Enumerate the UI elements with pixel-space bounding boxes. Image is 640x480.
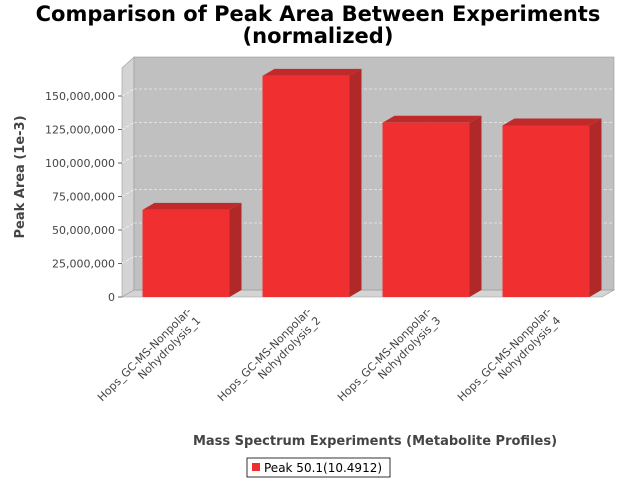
plot-left-wall [121, 56, 135, 298]
bar-side [229, 202, 242, 297]
legend-label: Peak 50.1(10.4912) [264, 461, 382, 475]
x-category-label: Hops_GC-MS-Nonpolar-Nohydrolysis_1 [95, 305, 203, 404]
x-category-label-line: Hops_GC-MS-Nonpolar- [215, 305, 314, 404]
y-axis-ticks: 0 25,000,000 50,000,000 75,000,000 100,000,0… [45, 90, 122, 304]
bar-top [142, 202, 242, 210]
bar-front [142, 209, 230, 297]
legend-swatch [252, 463, 260, 471]
gridline-side [121, 222, 135, 231]
x-category-label: Hops_GC-MS-Nonpolar-Nohydrolysis_3 [335, 305, 443, 404]
bar [262, 68, 362, 298]
y-tick-label: 0 [108, 291, 115, 304]
bar-side [469, 115, 482, 297]
bar-front [262, 75, 350, 298]
gridline-side [121, 88, 135, 97]
bar-front [502, 125, 590, 297]
bar-side [589, 118, 602, 297]
y-tick-label: 150,000,000 [45, 90, 115, 103]
x-category-label: Hops_GC-MS-Nonpolar-Nohydrolysis_4 [455, 305, 563, 404]
y-tick-label: 50,000,000 [52, 224, 115, 237]
bar-top [382, 115, 482, 123]
gridline-side [121, 256, 135, 264]
x-category-label-line: Hops_GC-MS-Nonpolar- [95, 305, 194, 404]
chart-title-line-2: (normalized) [243, 24, 394, 48]
bar [142, 202, 242, 297]
x-axis-title: Mass Spectrum Experiments (Metabolite Pr… [193, 434, 557, 449]
chart-title-line-1: Comparison of Peak Area Between Experime… [36, 2, 601, 26]
bar-side [349, 68, 362, 298]
y-tick-label: 75,000,000 [52, 191, 115, 204]
bar-front [382, 122, 470, 297]
x-category-label: Hops_GC-MS-Nonpolar-Nohydrolysis_2 [215, 305, 323, 404]
y-axis-title: Peak Area (1e-3) [13, 115, 28, 238]
bar-top [502, 118, 602, 126]
y-tick-label: 25,000,000 [52, 258, 115, 271]
bar-top [262, 68, 362, 76]
legend: Peak 50.1(10.4912) [246, 457, 391, 478]
y-tick-label: 100,000,000 [45, 157, 115, 170]
x-axis-category-labels: Hops_GC-MS-Nonpolar-Nohydrolysis_1 Hops_G… [95, 305, 563, 404]
x-category-label-line: Hops_GC-MS-Nonpolar- [455, 305, 554, 404]
bars [142, 68, 602, 298]
y-tick-label: 125,000,000 [45, 124, 115, 137]
x-category-label-line: Hops_GC-MS-Nonpolar- [335, 305, 434, 404]
bar [502, 118, 602, 297]
gridline-side [121, 155, 135, 164]
legend-box [246, 457, 391, 478]
gridline-side [121, 189, 135, 197]
gridline-side [121, 122, 135, 130]
bar [382, 115, 482, 297]
